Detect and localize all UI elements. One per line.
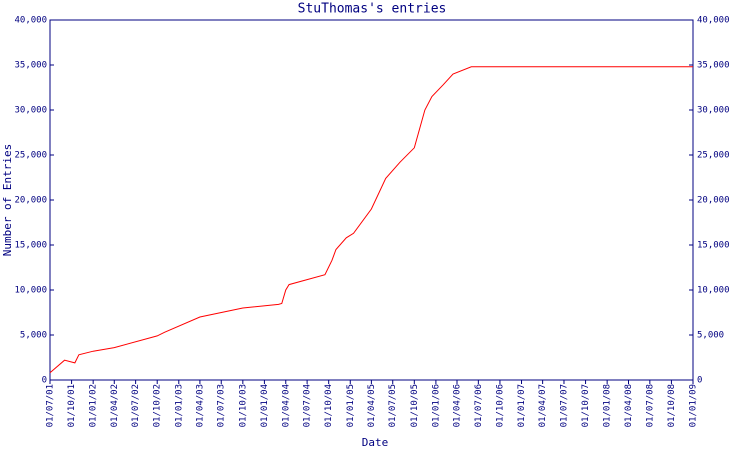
x-tick-label: 01/10/08 (667, 384, 677, 427)
x-tick-label: 01/07/02 (131, 384, 141, 427)
x-tick-label: 01/01/08 (603, 384, 613, 427)
plot-frame (49, 19, 694, 381)
y-tick-label: 30,000 (14, 106, 47, 116)
x-tick-label: 01/01/03 (174, 384, 184, 427)
x-tick-label: 01/01/06 (431, 384, 441, 427)
x-tick-label: 01/10/04 (324, 384, 334, 427)
x-tick-label: 01/10/07 (581, 384, 591, 427)
y-tick-label: 25,000 (14, 151, 47, 161)
x-tick-label: 01/01/04 (260, 384, 270, 427)
x-tick-label: 01/04/08 (624, 384, 634, 427)
x-tick-label: 01/10/02 (153, 384, 163, 427)
y2-tick-label: 35,000 (697, 61, 730, 71)
x-tick-label: 01/10/03 (238, 384, 248, 427)
x-tick-label: 01/10/06 (495, 384, 505, 427)
x-tick-label: 01/04/05 (367, 384, 377, 427)
x-tick-label: 01/04/03 (195, 384, 205, 427)
y2-tick-label: 5,000 (697, 331, 724, 341)
y-tick-label: 40,000 (14, 16, 47, 26)
y-tick-label: 15,000 (14, 241, 47, 251)
y-tick-label: 10,000 (14, 286, 47, 296)
data-line (49, 66, 693, 374)
x-tick-label: 01/10/01 (67, 384, 77, 427)
x-tick-label: 01/04/04 (281, 384, 291, 427)
x-tick-label: 01/07/07 (559, 384, 569, 427)
y-axis-title: Number of Entries (1, 144, 14, 257)
x-tick-label: 01/07/03 (217, 384, 227, 427)
x-tick-label: 01/01/07 (517, 384, 527, 427)
y-tick-label: 35,000 (14, 61, 47, 71)
y-tick-label: 0 (42, 376, 47, 386)
x-tick-label: 01/01/09 (689, 384, 699, 427)
y2-tick-label: 30,000 (697, 106, 730, 116)
y2-tick-label: 40,000 (697, 16, 730, 26)
x-tick-label: 01/04/06 (453, 384, 463, 427)
chart-title: StuThomas's entries (298, 2, 447, 17)
y-tick-label: 20,000 (14, 196, 47, 206)
x-axis-title: Date (362, 436, 389, 449)
x-tick-label: 01/10/05 (410, 384, 420, 427)
x-tick-label: 01/07/06 (474, 384, 484, 427)
y2-tick-label: 15,000 (697, 241, 730, 251)
x-tick-label: 01/01/02 (89, 384, 99, 427)
x-tick-label: 01/04/07 (538, 384, 548, 427)
y2-tick-label: 0 (697, 376, 702, 386)
y2-tick-label: 25,000 (697, 151, 730, 161)
x-tick-label: 01/01/05 (346, 384, 356, 427)
y2-tick-label: 20,000 (697, 196, 730, 206)
y2-tick-label: 10,000 (697, 286, 730, 296)
x-tick-label: 01/07/05 (388, 384, 398, 427)
x-tick-label: 01/04/02 (110, 384, 120, 427)
x-tick-label: 01/07/08 (645, 384, 655, 427)
x-tick-label: 01/07/01 (46, 384, 56, 427)
x-tick-label: 01/07/04 (303, 384, 313, 427)
y-tick-label: 5,000 (20, 331, 47, 341)
